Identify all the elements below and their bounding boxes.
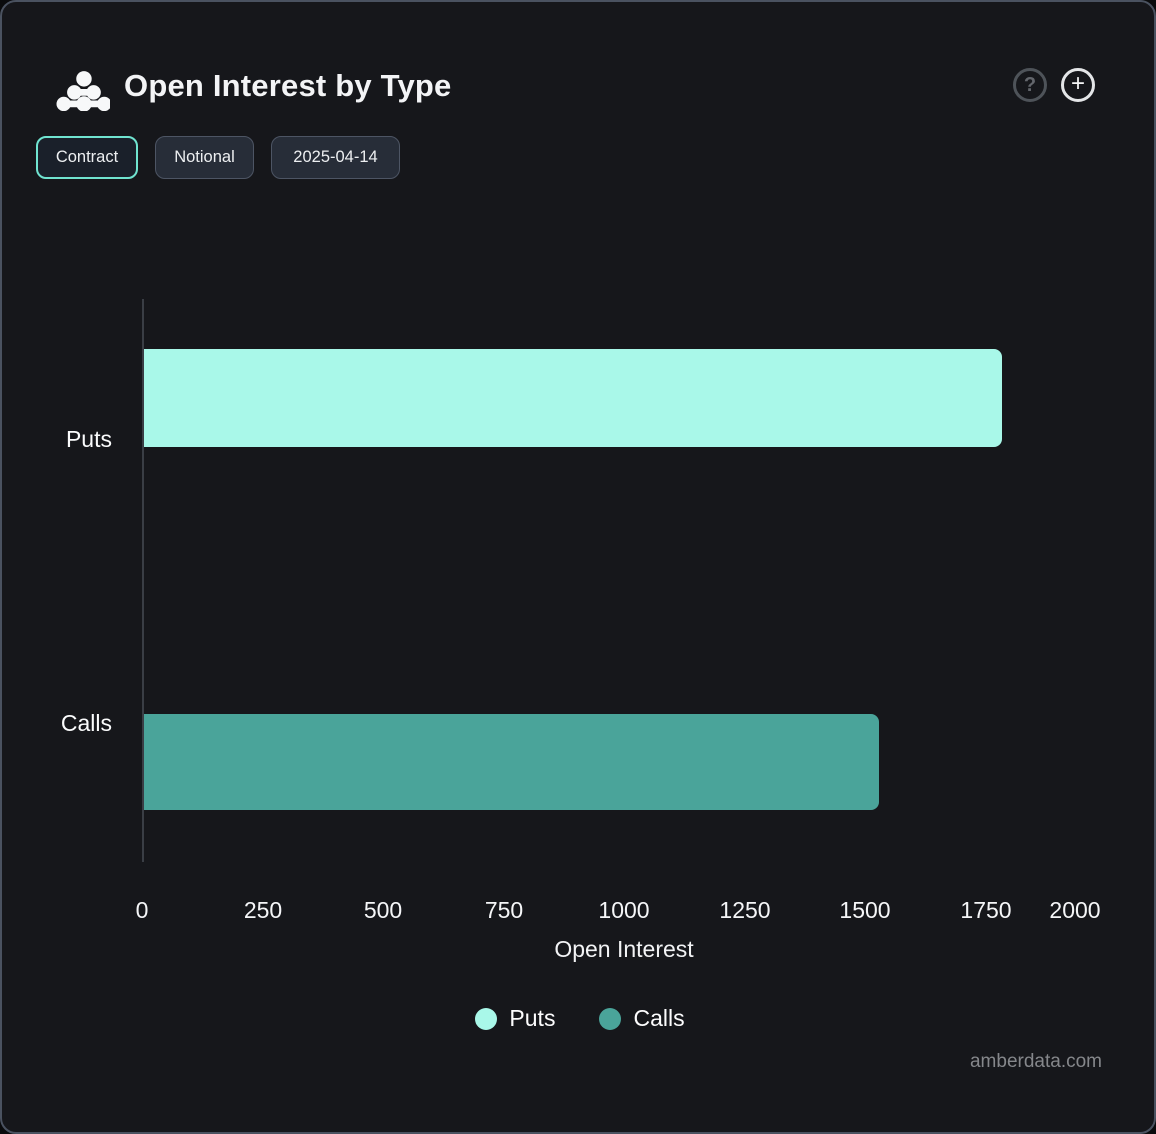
x-tick-label: 1750 xyxy=(960,897,1012,923)
category-label-puts: Puts xyxy=(65,426,112,452)
plus-glyph: + xyxy=(1070,70,1085,97)
y-axis-line xyxy=(142,299,144,862)
x-tick-label: 250 xyxy=(243,897,283,923)
x-tick-label: 1000 xyxy=(598,897,650,923)
legend-dot xyxy=(599,1007,622,1030)
legend-item-calls[interactable]: Calls xyxy=(599,1005,685,1032)
amberdata-cluster-icon xyxy=(56,71,110,111)
chart-legend: Puts Calls xyxy=(2,1005,1156,1032)
x-tick-label: 500 xyxy=(363,897,403,923)
x-axis-title: Open Interest xyxy=(554,936,694,962)
toggle-contract[interactable]: Contract xyxy=(36,136,138,179)
help-glyph: ? xyxy=(1023,73,1037,96)
bar-calls[interactable] xyxy=(144,714,879,810)
bar-puts[interactable] xyxy=(144,349,1002,447)
legend-label: Calls xyxy=(633,1005,685,1031)
x-tick-label: 1500 xyxy=(839,897,891,923)
page-title: Open Interest by Type xyxy=(124,68,452,103)
add-icon[interactable]: + xyxy=(1061,68,1095,102)
legend-item-puts[interactable]: Puts xyxy=(475,1005,555,1032)
x-tick-label: 0 xyxy=(135,897,149,923)
toggle-notional[interactable]: Notional xyxy=(155,136,254,179)
legend-dot xyxy=(475,1007,498,1030)
x-tick-label: 2000 xyxy=(1049,897,1101,923)
legend-label: Puts xyxy=(509,1005,556,1031)
x-tick-label: 1250 xyxy=(719,897,771,923)
category-label-calls: Calls xyxy=(60,710,112,736)
x-tick-label: 750 xyxy=(484,897,524,923)
date-picker-button[interactable]: 2025-04-14 xyxy=(271,136,400,179)
help-icon[interactable]: ? xyxy=(1013,68,1047,102)
watermark: amberdata.com xyxy=(969,1051,1102,1072)
